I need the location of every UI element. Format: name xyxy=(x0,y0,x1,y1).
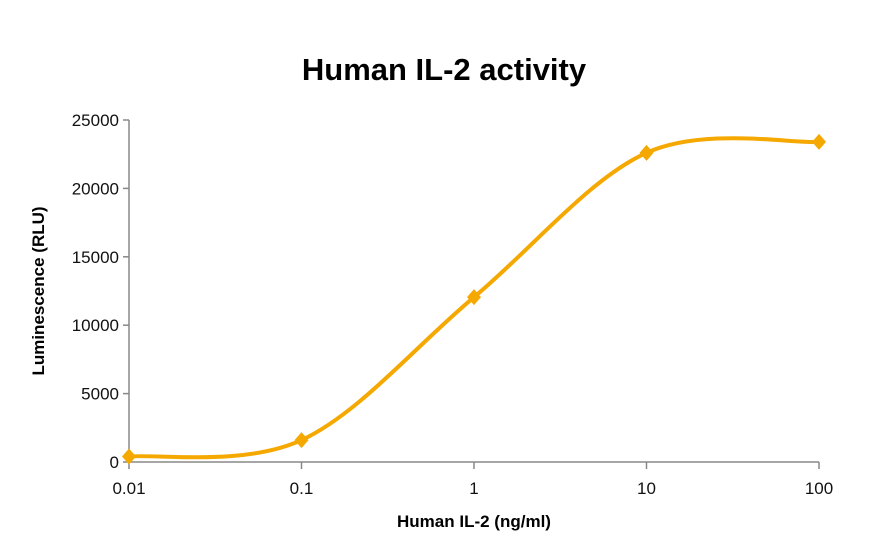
y-tick-label: 5000 xyxy=(81,385,119,404)
x-tick-label: 10 xyxy=(637,479,656,498)
x-tick-label: 0.1 xyxy=(290,479,314,498)
data-point-marker xyxy=(812,133,826,150)
x-axis-label: Human IL-2 (ng/ml) xyxy=(397,512,551,531)
y-tick-label: 15000 xyxy=(72,248,119,267)
x-tick-label: 100 xyxy=(805,479,833,498)
data-point-marker xyxy=(294,432,309,449)
chart-title: Human IL-2 activity xyxy=(302,52,587,87)
y-tick-label: 0 xyxy=(110,453,119,472)
x-tick-label: 0.01 xyxy=(112,479,145,498)
data-point-marker xyxy=(122,448,136,465)
y-tick-label: 25000 xyxy=(72,111,119,130)
x-tick-label: 1 xyxy=(469,479,478,498)
data-point-marker xyxy=(467,289,481,306)
y-axis-label: Luminescence (RLU) xyxy=(29,206,48,375)
y-tick-label: 10000 xyxy=(72,316,119,335)
data-point-marker xyxy=(639,144,654,161)
y-tick-label: 20000 xyxy=(72,179,119,198)
